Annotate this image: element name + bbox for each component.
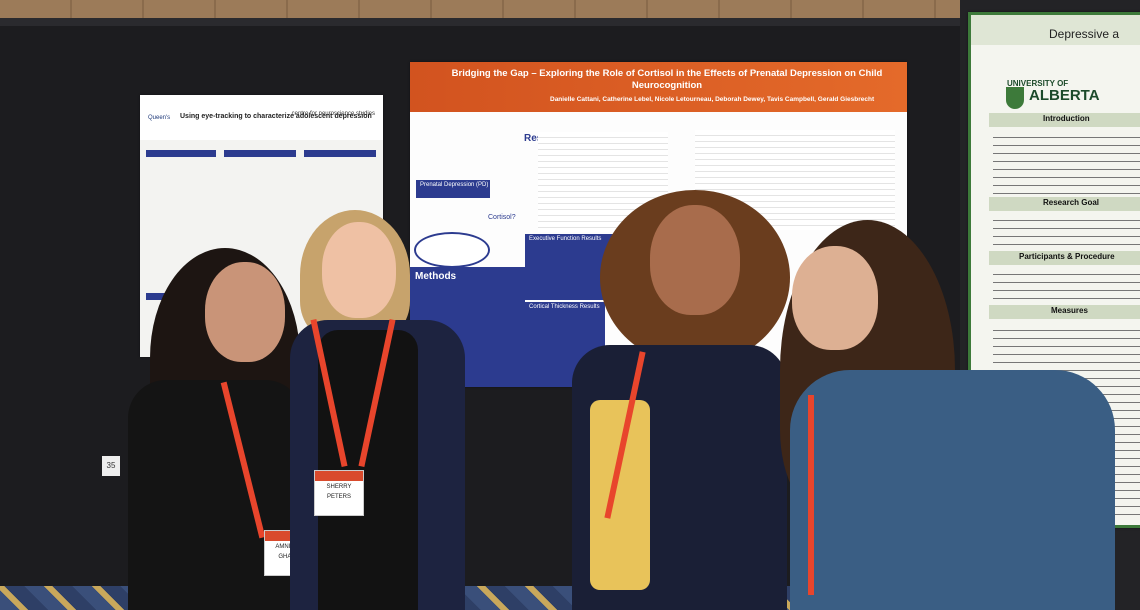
section-participants: Participants & Procedure <box>989 251 1140 265</box>
queens-logo: Queen's <box>148 115 171 121</box>
section-measures: Measures <box>989 305 1140 319</box>
poster-left-header <box>140 95 383 140</box>
poster-authors: Danielle Cattani, Catherine Lebel, Nicol… <box>550 96 875 103</box>
alberta-label: ALBERTA <box>1029 87 1100 104</box>
blue-top <box>790 370 1115 610</box>
section-research-goal: Research Goal <box>989 197 1140 211</box>
methods-heading: Methods <box>415 271 457 282</box>
face <box>792 246 878 350</box>
text-lines <box>993 213 1140 253</box>
floral-top <box>590 400 650 590</box>
university-crest-icon <box>1006 87 1024 109</box>
poster-left-title: Using eye-tracking to characterize adole… <box>180 113 372 120</box>
prenatal-depression-box: Prenatal Depression (PD) <box>416 180 490 198</box>
section-bar <box>304 150 376 157</box>
face <box>322 222 396 318</box>
text-lines <box>993 267 1140 303</box>
section-introduction: Introduction <box>989 113 1140 127</box>
name-badge: SHERRY PETERS <box>314 470 364 516</box>
poster-right-title: Depressive a <box>1049 27 1120 41</box>
face <box>205 262 285 362</box>
university-label: UNIVERSITY OF <box>1007 79 1069 88</box>
poster-center-title: Bridging the Gap – Exploring the Role of… <box>451 68 883 91</box>
poster-title-band <box>410 62 907 112</box>
face <box>650 205 740 315</box>
section-bar <box>146 150 216 157</box>
neuroscience-logo: centre for neuroscience studies <box>291 111 375 117</box>
poster-right-header <box>971 15 1140 45</box>
booth-number: 35 <box>102 456 120 476</box>
text-lines <box>993 130 1140 194</box>
poster-center: Bridging the Gap – Exploring the Role of… <box>410 62 907 387</box>
outcome-ellipse <box>414 232 490 268</box>
cortisol-label: Cortisol? <box>488 214 516 221</box>
section-bar <box>224 150 296 157</box>
lanyard <box>808 395 814 595</box>
